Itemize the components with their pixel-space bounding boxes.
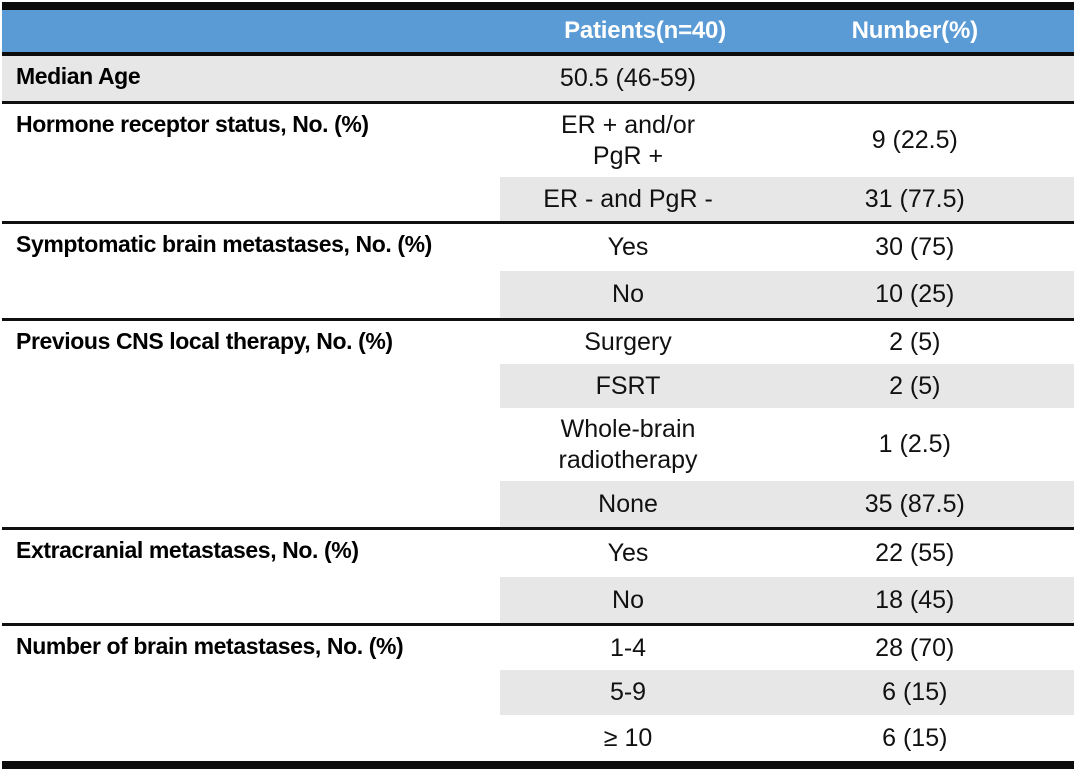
row-label-empty <box>2 271 500 318</box>
number-value: 31 (77.5) <box>755 177 1074 221</box>
table-row: Number of brain metastases, No. (%) 1-4 … <box>2 626 1074 670</box>
table-row: No 18 (45) <box>2 577 1074 623</box>
number-value: 30 (75) <box>875 233 955 261</box>
group-symptomatic-brain-metastases: Symptomatic brain metastases, No. (%) Ye… <box>2 221 1074 318</box>
number-value: 10 (25) <box>755 271 1074 318</box>
patients-value: ≥ 10 <box>603 723 653 752</box>
patients-value: 50.5 (46-59) <box>500 56 756 101</box>
patients-value: 5-9 <box>500 670 756 715</box>
patients-value: ER + and/or PgR + <box>560 110 696 170</box>
row-label-empty <box>2 177 500 221</box>
row-label: Extracranial metastases, No. (%) <box>16 537 359 563</box>
table-row: No 10 (25) <box>2 271 1074 318</box>
number-value <box>755 56 1074 101</box>
table-header-row: Patients(n=40) Number(%) <box>2 10 1074 56</box>
table-row: FSRT 2 (5) <box>2 364 1074 408</box>
table-row: Symptomatic brain metastases, No. (%) Ye… <box>2 224 1074 271</box>
row-label: Number of brain metastases, No. (%) <box>16 633 404 659</box>
row-label-empty <box>2 577 500 623</box>
row-label-empty <box>2 670 500 715</box>
header-number: Number(%) <box>851 17 978 44</box>
number-value: 28 (70) <box>875 633 955 662</box>
table-row: None 35 (87.5) <box>2 481 1074 527</box>
group-previous-cns-local-therapy: Previous CNS local therapy, No. (%) Surg… <box>2 318 1074 527</box>
row-label-empty <box>2 408 500 481</box>
patients-value: No <box>500 271 756 318</box>
number-value: 18 (45) <box>755 577 1074 623</box>
row-label: Hormone receptor status, No. (%) <box>16 111 369 137</box>
row-label-empty <box>2 715 500 761</box>
table-row: Median Age 50.5 (46-59) <box>2 56 1074 101</box>
group-number-of-brain-metastases: Number of brain metastases, No. (%) 1-4 … <box>2 623 1074 761</box>
number-value: 2 (5) <box>755 364 1074 408</box>
row-label: Median Age <box>2 56 501 101</box>
patients-value: 1-4 <box>609 633 647 662</box>
number-value: 35 (87.5) <box>755 481 1074 527</box>
number-value: 1 (2.5) <box>878 430 951 458</box>
patients-value: Whole-brain radiotherapy <box>558 414 698 474</box>
number-value: 22 (55) <box>875 539 955 567</box>
group-hormone-receptor-status: Hormone receptor status, No. (%) ER + an… <box>2 101 1074 221</box>
patients-value: ER - and PgR - <box>500 177 756 221</box>
patient-characteristics-table: Patients(n=40) Number(%) Median Age 50.5… <box>2 2 1074 769</box>
number-value: 9 (22.5) <box>871 126 958 154</box>
header-patients: Patients(n=40) <box>564 17 726 44</box>
number-value: 2 (5) <box>889 328 941 356</box>
table-row: ER - and PgR - 31 (77.5) <box>2 177 1074 221</box>
row-label-empty <box>2 364 500 408</box>
number-value: 6 (15) <box>755 670 1074 715</box>
table-row: 5-9 6 (15) <box>2 670 1074 715</box>
patients-value: Surgery <box>584 328 672 356</box>
group-median-age: Median Age 50.5 (46-59) <box>2 56 1074 101</box>
patients-value: No <box>500 577 756 623</box>
table-row: Previous CNS local therapy, No. (%) Surg… <box>2 321 1074 364</box>
patients-value: Yes <box>607 539 649 567</box>
table-bottom-border <box>2 761 1074 769</box>
table-top-border <box>2 2 1074 10</box>
table-row: Extracranial metastases, No. (%) Yes 22 … <box>2 530 1074 577</box>
patients-value: None <box>500 481 756 527</box>
group-extracranial-metastases: Extracranial metastases, No. (%) Yes 22 … <box>2 527 1074 623</box>
row-label-empty <box>2 481 500 527</box>
patients-value: FSRT <box>500 364 756 408</box>
table-row: ≥ 10 6 (15) <box>2 715 1074 761</box>
header-empty-cell <box>2 10 500 52</box>
row-label: Previous CNS local therapy, No. (%) <box>16 328 393 354</box>
table-row: Hormone receptor status, No. (%) ER + an… <box>2 104 1074 177</box>
patients-value: Yes <box>607 233 649 261</box>
table-row: Whole-brain radiotherapy 1 (2.5) <box>2 408 1074 481</box>
row-label: Symptomatic brain metastases, No. (%) <box>16 231 432 257</box>
number-value: 6 (15) <box>882 723 948 752</box>
